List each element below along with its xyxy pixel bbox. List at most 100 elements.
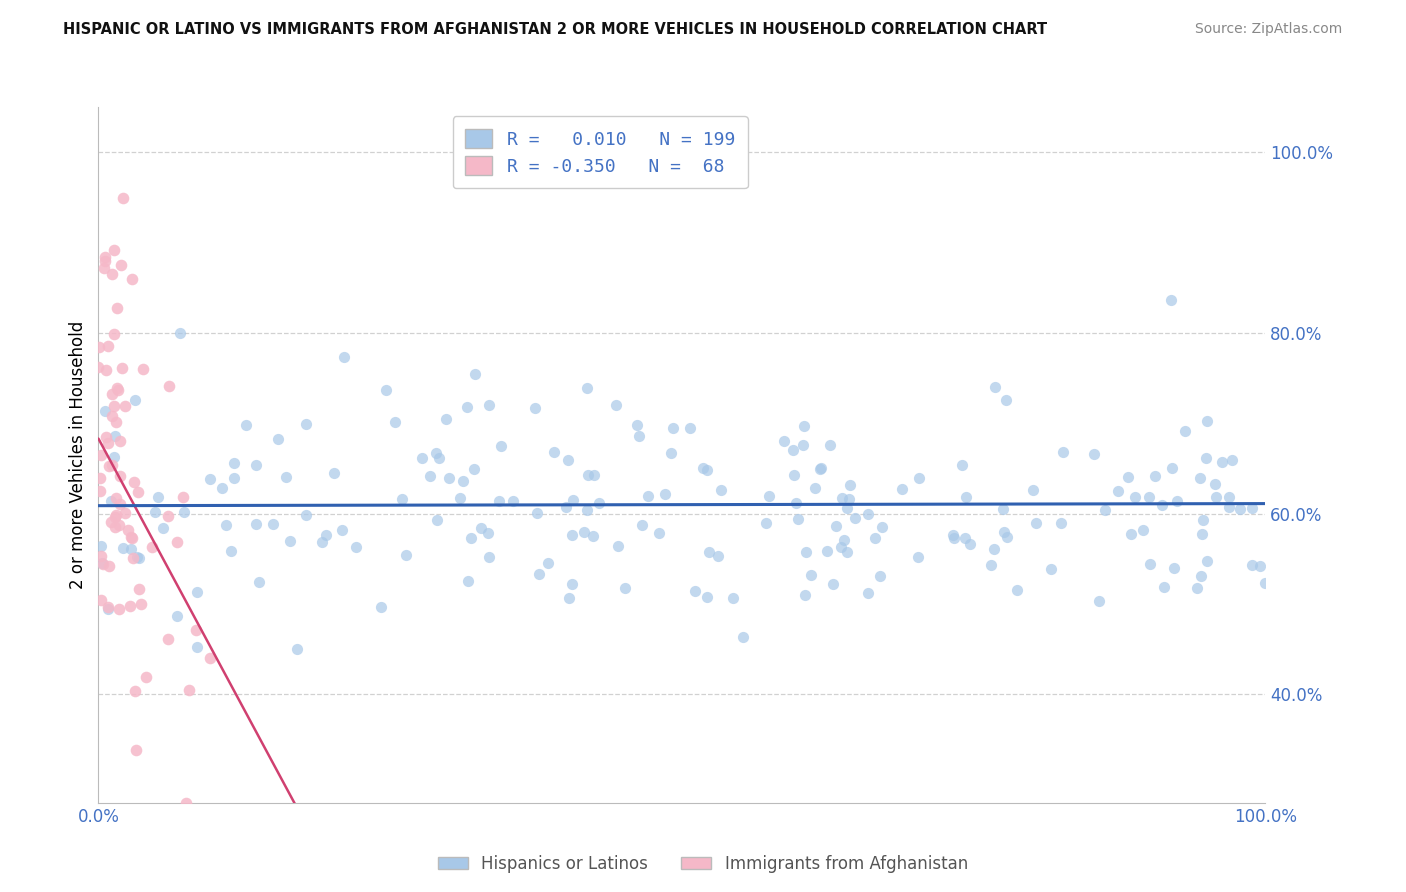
Point [124,683,146,698]
Point [1205,491,1227,505]
Point [425,445,447,459]
Point [114,506,136,520]
Point [731,630,754,644]
Point [129,597,152,611]
Point [1087,594,1109,608]
Point [502,494,524,508]
Point [274,469,297,483]
Point [90,593,112,607]
Point [588,496,610,510]
Point [1025,516,1047,531]
Point [108,497,131,511]
Point [103,244,125,258]
Point [294,508,316,522]
Point [647,525,669,540]
Point [97,602,120,616]
Point [810,461,832,475]
Point [90,539,112,553]
Point [224,456,246,470]
Point [100,458,122,472]
Point [576,503,599,517]
Point [793,419,815,434]
Point [173,505,195,519]
Point [785,496,807,510]
Point [152,521,174,535]
Point [863,531,886,545]
Point [94,362,117,376]
Point [697,544,720,558]
Point [172,490,194,504]
Point [659,445,682,459]
Point [787,512,810,526]
Point [156,632,179,647]
Point [107,383,129,397]
Point [1191,526,1213,541]
Point [131,362,153,376]
Point [808,461,831,475]
Point [1218,490,1240,504]
Point [782,443,804,458]
Point [1211,455,1233,469]
Point [121,272,143,286]
Point [127,549,149,564]
Point [110,258,132,272]
Point [856,507,879,521]
Point [803,481,825,495]
Point [685,584,707,599]
Point [561,576,583,591]
Point [101,268,124,282]
Point [800,568,823,582]
Point [166,534,188,549]
Legend: Hispanics or Latinos, Immigrants from Afghanistan: Hispanics or Latinos, Immigrants from Af… [432,848,974,880]
Point [118,599,141,614]
Point [391,492,413,507]
Point [262,517,284,532]
Point [90,448,112,462]
Point [1166,494,1188,508]
Point [838,492,860,507]
Point [94,404,117,418]
Point [135,670,157,684]
Point [710,483,733,497]
Point [907,470,929,484]
Point [426,513,449,527]
Point [93,261,115,276]
Point [179,682,201,697]
Point [1189,568,1212,582]
Point [557,453,579,467]
Point [582,467,605,482]
Point [103,450,125,464]
Point [94,253,117,268]
Point [991,501,1014,516]
Point [100,515,122,529]
Point [721,591,744,605]
Point [942,531,965,545]
Point [792,438,814,452]
Point [198,651,221,665]
Point [105,508,128,522]
Point [994,393,1017,408]
Point [627,429,650,443]
Point [104,429,127,443]
Point [280,534,302,549]
Point [128,551,150,566]
Point [582,529,605,543]
Point [1160,461,1182,475]
Point [1189,470,1212,484]
Point [245,458,267,472]
Point [576,381,599,395]
Point [127,485,149,500]
Point [463,462,485,476]
Point [869,568,891,582]
Point [707,549,730,564]
Point [89,340,111,354]
Point [995,530,1018,544]
Point [818,438,841,452]
Point [146,490,169,504]
Point [527,566,550,581]
Point [124,392,146,407]
Point [773,434,796,448]
Point [294,417,316,431]
Point [121,532,143,546]
Point [375,383,398,397]
